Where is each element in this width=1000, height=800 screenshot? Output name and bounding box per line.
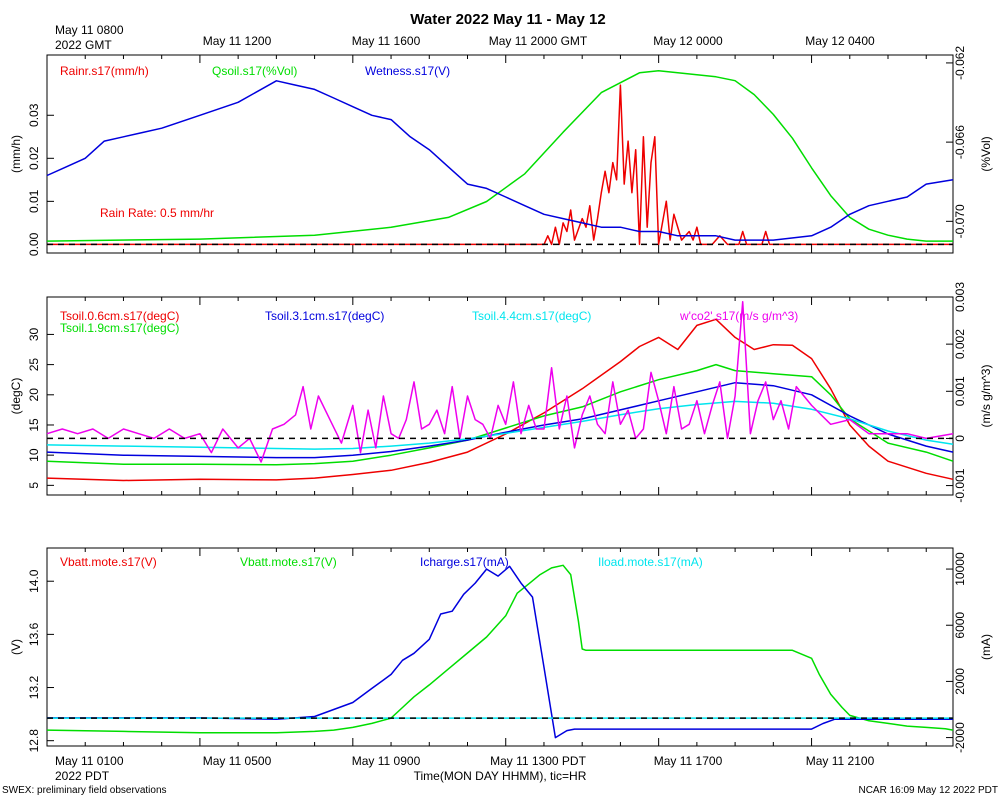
gmt-first-tick-line1: May 11 0800 [55,23,124,37]
legend-entry: Icharge.s17(mA) [420,555,509,569]
y-axis-title-left: (V) [9,639,23,655]
y-tick-label-left: 10 [27,448,41,462]
y-tick-label-left: 20 [27,388,41,402]
y-tick-label-left: 12.8 [27,729,41,753]
legend-entry: Qsoil.s17(%Vol) [212,64,297,78]
series-line-1 [46,318,954,482]
legend-entry: Iload.mote.s17(mA) [598,555,703,569]
legend-entry: w'co2'.s17(m/s g/m^3) [679,309,798,323]
series-line-1 [47,84,953,246]
legend-entry: Vbatt.mote.s17(V) [60,555,157,569]
pdt-first-tick-line1: May 11 0100 [55,754,124,768]
pdt-tick-label: May 11 1300 PDT [490,754,586,768]
gmt-axis-labels: May 11 0800 2022 GMT May 11 1200 May 11 … [55,23,875,52]
y-tick-label-right: 0 [953,435,967,442]
y-tick-label-right: 0.002 [953,329,967,359]
gmt-tick-label: May 12 0400 [805,34,875,48]
pdt-axis-labels: May 11 0100 2022 PDT May 11 0500 May 11 … [55,754,875,783]
panel-3: 12.8 13.2 13.6 14.0 -2000 2000 6000 10000 (V) (mA… [9,547,993,753]
series-line-4 [46,400,954,450]
legend-entry: Tsoil.3.1cm.s17(degC) [265,309,384,323]
y-tick-label-left: 0.00 [27,232,41,256]
y-tick-label-right: 0.001 [953,376,967,406]
gmt-first-tick-line2: 2022 GMT [55,38,112,52]
y-tick-label-left: 13.6 [27,622,41,646]
y-tick-label-right: -0.070 [953,204,967,238]
y-axis-title-right: (%Vol) [979,136,993,171]
y-tick-label-right: -2000 [953,722,967,753]
panel-frame [46,54,954,254]
y-tick-label-right: 10000 [953,552,967,586]
pdt-first-tick-line2: 2022 PDT [55,769,110,783]
legend-entry: Vbatt.mote.s17(V) [240,555,337,569]
y-tick-label-right: 6000 [953,612,967,639]
legend-entry: Tsoil.1.9cm.s17(degC) [60,321,179,335]
y-tick-label-right: -0.062 [953,46,967,80]
y-tick-label-left: 25 [27,358,41,372]
gmt-tick-label: May 11 1600 [352,34,421,48]
legend-entry: Tsoil.0.6cm.s17(degC) [60,309,179,323]
gmt-tick-label: May 11 2000 GMT [489,34,588,48]
y-tick-label-left: 0.02 [27,146,41,170]
chart-title: Water 2022 May 11 - May 12 [410,11,605,28]
legend-entry: Rainr.s17(mm/h) [60,64,149,78]
pdt-tick-label: May 11 1700 [654,754,723,768]
y-tick-label-left: 5 [27,482,41,489]
panel-2: 5 10 15 20 25 30 -0.001 0 0.001 0.002 0.003 (degC) (… [9,282,993,503]
y-tick-label-left: 0.03 [27,103,41,127]
footer-right: NCAR 16:09 May 12 2022 PDT [858,785,998,796]
series-line-5 [46,300,954,463]
y-tick-label-left: 15 [27,418,41,432]
legend-entry: Tsoil.4.4cm.s17(degC) [472,309,591,323]
y-tick-label-right: -0.001 [953,468,967,502]
series-line-2 [46,363,954,466]
series-line-2 [46,70,953,242]
series-line-3 [46,80,954,241]
gmt-tick-label: May 11 1200 [203,34,272,48]
y-tick-label-left: 14.0 [27,569,41,593]
y-axis-title-right: (mA) [979,634,993,660]
series-line-3 [47,565,953,739]
gmt-tick-label: May 12 0000 [653,34,723,48]
y-tick-label-left: 13.2 [27,676,41,700]
pdt-tick-label: May 11 2100 [806,754,875,768]
y-tick-label-right: -0.066 [953,125,967,159]
footer-left: SWEX: preliminary field observations [2,785,167,796]
panels: 0.00 0.01 0.02 0.03 -0.070 -0.066 -0.062 (mm/h)… [9,46,993,753]
series-line-2 [46,564,954,734]
y-tick-label-right: 2000 [953,668,967,695]
legend-entry: Wetness.s17(V) [365,64,450,78]
y-axis-title-right: (m/s g/m^3) [979,365,993,428]
x-axis-label: Time(MON DAY HHMM), tic=HR [414,769,587,783]
pdt-tick-label: May 11 0500 [203,754,272,768]
pdt-tick-label: May 11 0900 [352,754,421,768]
y-axis-title-left: (mm/h) [9,135,23,173]
y-axis-title-left: (degC) [9,378,23,415]
rain-rate-annotation: Rain Rate: 0.5 mm/hr [100,206,214,220]
panel-1: 0.00 0.01 0.02 0.03 -0.070 -0.066 -0.062 (mm/h)… [9,46,993,256]
y-tick-label-left: 30 [27,327,41,341]
panel-frame [46,547,954,747]
panel-frame [46,296,954,496]
y-tick-label-left: 0.01 [27,189,41,213]
y-tick-label-right: 0.003 [953,282,967,312]
series-line-3 [46,381,954,459]
